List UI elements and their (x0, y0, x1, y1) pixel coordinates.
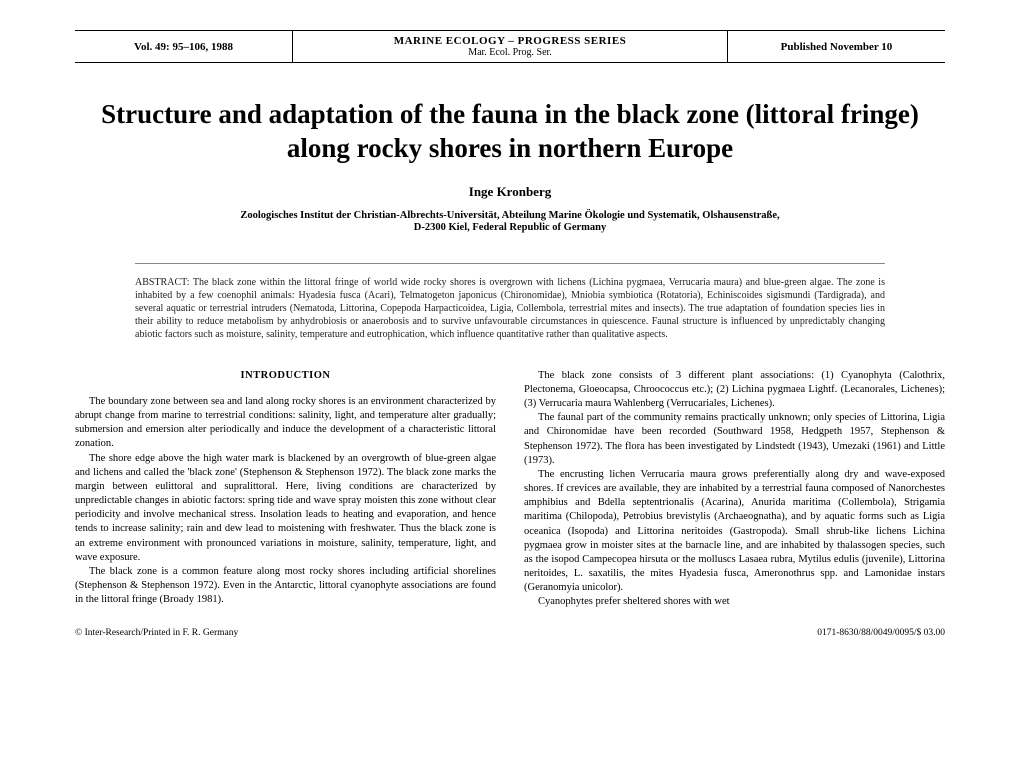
affiliation-line1: Zoologisches Institut der Christian-Albr… (75, 210, 945, 223)
journal-abbrev: Mar. Ecol. Prog. Ser. (303, 47, 717, 58)
right-paragraph-2: The faunal part of the community remains… (524, 411, 945, 468)
abstract-label: ABSTRACT: (135, 277, 190, 288)
abstract-block: ABSTRACT: The black zone within the litt… (135, 263, 885, 341)
volume-info: Vol. 49: 95–106, 1988 (75, 31, 293, 63)
intro-paragraph-3: The black zone is a common feature along… (75, 565, 496, 608)
author-name: Inge Kronberg (75, 184, 945, 200)
right-paragraph-3: The encrusting lichen Verrucaria maura g… (524, 468, 945, 596)
affiliation-line2: D-2300 Kiel, Federal Republic of Germany (75, 222, 945, 235)
page-footer: © Inter-Research/Printed in F. R. German… (75, 628, 945, 638)
author-affiliation: Zoologisches Institut der Christian-Albr… (75, 210, 945, 235)
right-column: The black zone consists of 3 different p… (524, 369, 945, 610)
abstract-text: ABSTRACT: The black zone within the litt… (135, 276, 885, 341)
issn-price: 0171-8630/88/0049/0095/$ 03.00 (817, 628, 945, 638)
journal-name: MARINE ECOLOGY – PROGRESS SERIES Mar. Ec… (293, 31, 728, 63)
right-paragraph-4: Cyanophytes prefer sheltered shores with… (524, 595, 945, 609)
section-heading: INTRODUCTION (75, 369, 496, 383)
intro-paragraph-2: The shore edge above the high water mark… (75, 452, 496, 565)
publish-date: Published November 10 (728, 31, 946, 63)
journal-title: MARINE ECOLOGY – PROGRESS SERIES (303, 35, 717, 47)
abstract-body: The black zone within the littoral fring… (135, 277, 885, 340)
right-paragraph-1: The black zone consists of 3 different p… (524, 369, 945, 412)
journal-header: Vol. 49: 95–106, 1988 MARINE ECOLOGY – P… (75, 30, 945, 63)
left-column: INTRODUCTION The boundary zone between s… (75, 369, 496, 610)
intro-paragraph-1: The boundary zone between sea and land a… (75, 395, 496, 452)
body-columns: INTRODUCTION The boundary zone between s… (75, 369, 945, 610)
paper-page: Vol. 49: 95–106, 1988 MARINE ECOLOGY – P… (0, 0, 1020, 658)
paper-title: Structure and adaptation of the fauna in… (75, 98, 945, 166)
copyright-notice: © Inter-Research/Printed in F. R. German… (75, 628, 238, 638)
